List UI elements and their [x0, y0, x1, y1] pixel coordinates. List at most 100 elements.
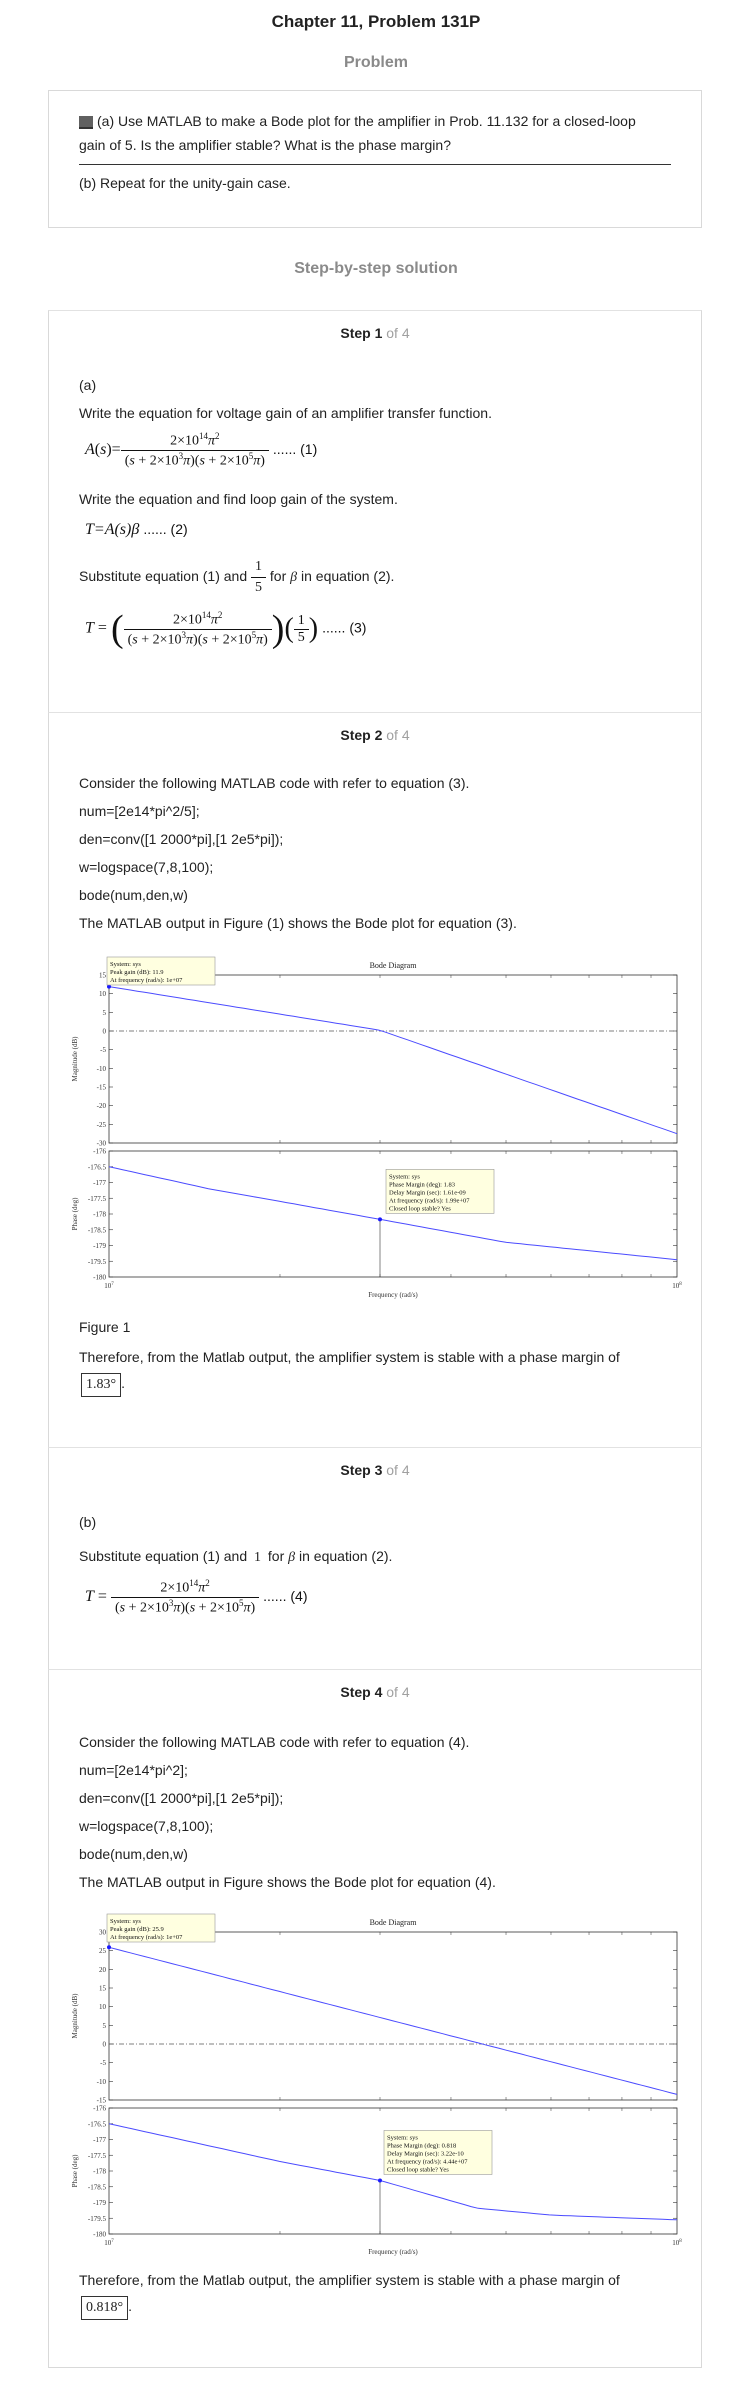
equation-1-fraction: 2×1014π2 (s + 2×103π)(s + 2×105π) — [120, 431, 269, 469]
datatip-text: At frequency (rad/s): 4.44e+07 — [387, 2158, 468, 2165]
y-tick-label: -179.5 — [88, 2215, 107, 2223]
y-tick-label: -176 — [93, 1148, 106, 1156]
step-label: Step 3 — [340, 1462, 383, 1478]
solution-heading: Step-by-step solution — [294, 260, 458, 277]
series-line — [108, 1946, 678, 2095]
datatip-text: System: sys — [110, 961, 141, 968]
y-tick-label: -15 — [97, 1084, 107, 1092]
y-tick-label: -179 — [93, 1242, 106, 1250]
y-tick-label: 5 — [103, 2022, 107, 2030]
problem-box: (a) Use MATLAB to make a Bode plot for t… — [48, 90, 702, 228]
step-3-header: Step 3 of 4 — [49, 1462, 701, 1478]
y-tick-label: -25 — [97, 1121, 107, 1129]
step-4-header: Step 4 of 4 — [49, 1684, 701, 1700]
code-line: bode(num,den,w) — [79, 1846, 188, 1862]
equation-2-body: T=A(s)β — [85, 521, 140, 538]
figure-caption: Figure 1 — [79, 1319, 131, 1335]
code-line: num=[2e14*pi^2/5]; — [79, 803, 200, 819]
code-line: den=conv([1 2000*pi],[1 2e5*pi]); — [79, 1790, 284, 1806]
part-label: (a) — [79, 377, 97, 393]
y-tick-label: -5 — [100, 1046, 106, 1054]
datatip-text: System: sys — [387, 2134, 418, 2141]
equation-3-tag: ...... (3) — [322, 619, 367, 636]
y-tick-label: 0 — [103, 1028, 107, 1036]
text-fragment: in equation (2). — [301, 568, 395, 585]
step-label: Step 4 — [340, 1684, 383, 1700]
step-4: Step 4 of 4 Consider the following MATLA… — [48, 1669, 702, 2368]
step-count: of 4 — [386, 1462, 410, 1478]
step-2-header: Step 2 of 4 — [49, 727, 701, 743]
page-title: Chapter 11, Problem 131P — [271, 12, 481, 31]
step-2-text-3: Therefore, from the Matlab output, the a… — [79, 1349, 620, 1365]
x-tick-exponent: 8 — [679, 1282, 682, 1287]
step-2-text-1: Consider the following MATLAB code with … — [79, 775, 470, 791]
step-count: of 4 — [386, 325, 410, 341]
y-tick-label: 10 — [99, 2003, 107, 2011]
fraction-denominator: 5 — [255, 580, 263, 595]
text-fragment: in equation (2). — [299, 1548, 393, 1564]
step-1-text-2: Write the equation and find loop gain of… — [79, 491, 398, 507]
answer-box: 0.818° — [81, 2296, 129, 2320]
y-tick-label: -176.5 — [88, 2120, 107, 2128]
y-tick-label: -20 — [97, 1102, 107, 1110]
code-line: w=logspace(7,8,100); — [79, 859, 214, 875]
y-tick-label: 15 — [99, 1985, 107, 1993]
image-icon[interactable] — [79, 115, 93, 129]
problem-part-b: (b) Repeat for the unity-gain case. — [79, 175, 291, 191]
y-axis-label: Magnitude (dB) — [71, 1036, 79, 1082]
datatip-text: At frequency (rad/s): 1e+07 — [110, 977, 183, 984]
part-label: (b) — [79, 1514, 97, 1530]
x-tick-exponent: 7 — [111, 2239, 114, 2244]
equation-2-tag: ...... (2) — [143, 521, 188, 537]
step-1-text-3: Substitute equation (1) and 1 5 for β in… — [79, 557, 394, 598]
y-axis-label: Phase (deg) — [71, 1197, 79, 1231]
text-fragment: Substitute equation (1) and — [79, 568, 248, 585]
datatip-text: Delay Margin (sec): 1.61e-09 — [389, 1189, 466, 1196]
one-value: 1 — [254, 1550, 262, 1565]
step-3-text-1: Substitute equation (1) and 1 for β in e… — [79, 1546, 392, 1568]
answer-phase-margin: 1.83°. — [81, 1373, 125, 1397]
step-1: Step 1 of 4 (a) Write the equation for v… — [48, 310, 702, 712]
y-tick-label: -10 — [97, 1065, 107, 1073]
problem-heading: Problem — [343, 54, 408, 71]
step-4-text-2: The MATLAB output in Figure shows the Bo… — [79, 1874, 496, 1890]
step-1-text-1: Write the equation for voltage gain of a… — [79, 405, 492, 421]
y-tick-label: -177.5 — [88, 1195, 107, 1203]
step-label: Step 2 — [340, 727, 383, 743]
x-axis-label: Frequency (rad/s) — [368, 2248, 418, 2256]
bode-plot-2: Bode Diagram 30 25 20 15 10 5 0 -5 -10 -15 Magnitud… — [71, 1913, 682, 2256]
y-tick-label: -178 — [93, 2168, 106, 2176]
y-tick-label: -177 — [93, 2136, 106, 2144]
x-tick-label: 108 — [672, 2239, 682, 2247]
equation-4: T = 2×1014π2 (s + 2×103π)(s + 2×105π) ..… — [85, 1578, 308, 1616]
problem-part-a-cont: gain of 5. Is the amplifier stable? What… — [79, 137, 451, 153]
datatip-text: Closed loop stable? Yes — [387, 2166, 449, 2173]
equation-4-tag: ...... (4) — [263, 1587, 308, 1604]
code-line: num=[2e14*pi^2]; — [79, 1762, 188, 1778]
x-tick-label: 108 — [672, 1282, 682, 1290]
datatip-text: Phase Margin (deg): 1.83 — [389, 1181, 455, 1188]
answer-box: 1.83° — [81, 1373, 122, 1397]
datatip-marker — [378, 1217, 383, 1222]
step-2: Step 2 of 4 Consider the following MATLA… — [48, 712, 702, 1447]
datatip-text: Closed loop stable? Yes — [389, 1205, 451, 1212]
beta-symbol: β — [288, 1550, 296, 1565]
datatip-box — [106, 956, 216, 986]
equation-3: T = ( 2×1014π2 (s + 2×103π)(s + 2×105π) … — [85, 608, 367, 650]
y-tick-label: 0 — [103, 2041, 107, 2049]
y-tick-label: 15 — [99, 972, 107, 980]
y-tick-label: -179.5 — [88, 1258, 107, 1266]
code-line: den=conv([1 2000*pi],[1 2e5*pi]); — [79, 831, 284, 847]
series-line — [108, 1166, 678, 1261]
divider — [79, 164, 671, 165]
y-tick-label: -180 — [93, 2231, 106, 2239]
y-tick-label: 10 — [99, 990, 107, 998]
y-tick-label: -177 — [93, 1179, 106, 1187]
y-tick-label: 20 — [99, 1966, 107, 1974]
y-tick-label: -10 — [97, 2078, 107, 2086]
text-fragment: for — [267, 1548, 285, 1564]
step-3: Step 3 of 4 (b) Substitute equation (1) … — [48, 1447, 702, 1669]
step-2-text-2: The MATLAB output in Figure (1) shows th… — [79, 915, 517, 931]
answer-phase-margin: 0.818°. — [81, 2296, 132, 2320]
series-line — [108, 986, 678, 1135]
